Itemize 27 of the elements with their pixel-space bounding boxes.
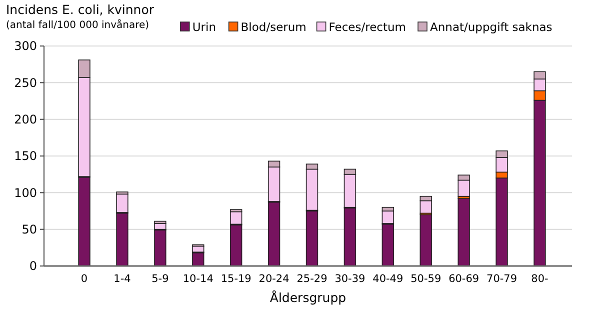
x-tick-label: 0 bbox=[80, 273, 88, 285]
chart-subtitle: (antal fall/100 000 invånare) bbox=[6, 19, 150, 31]
legend-label: Blod/serum bbox=[240, 20, 306, 34]
y-tick-label: 150 bbox=[14, 149, 37, 164]
y-tick-label: 300 bbox=[14, 39, 37, 54]
y-tick-label: 250 bbox=[14, 76, 37, 90]
x-tick-label: 50-59 bbox=[410, 273, 442, 285]
y-tick-label: 0 bbox=[29, 259, 37, 274]
x-tick-label: 30-39 bbox=[334, 273, 366, 285]
x-tick-label: 25-29 bbox=[296, 273, 328, 285]
legend-label: Annat/uppgift saknas bbox=[430, 20, 552, 34]
x-tick-label: 15-19 bbox=[220, 273, 252, 285]
legend-label: Feces/rectum bbox=[328, 20, 406, 34]
legend-label: Urin bbox=[192, 20, 216, 34]
x-tick-label: 40-49 bbox=[372, 273, 404, 285]
y-tick-label: 50 bbox=[22, 222, 37, 237]
x-axis-title: Åldersgrupp bbox=[270, 290, 346, 305]
x-tick-label: 20-24 bbox=[258, 273, 290, 285]
x-tick-label: 70-79 bbox=[486, 273, 518, 285]
x-tick-label: 10-14 bbox=[182, 273, 214, 285]
x-tick-label: 60-69 bbox=[448, 273, 480, 285]
y-tick-label: 200 bbox=[14, 112, 37, 127]
x-tick-label: 1-4 bbox=[114, 273, 132, 285]
chart-title: Incidens E. coli, kvinnor bbox=[6, 2, 155, 17]
x-tick-label: 80- bbox=[531, 273, 549, 285]
x-tick-label: 5-9 bbox=[152, 273, 169, 285]
y-tick-label: 100 bbox=[14, 186, 37, 200]
